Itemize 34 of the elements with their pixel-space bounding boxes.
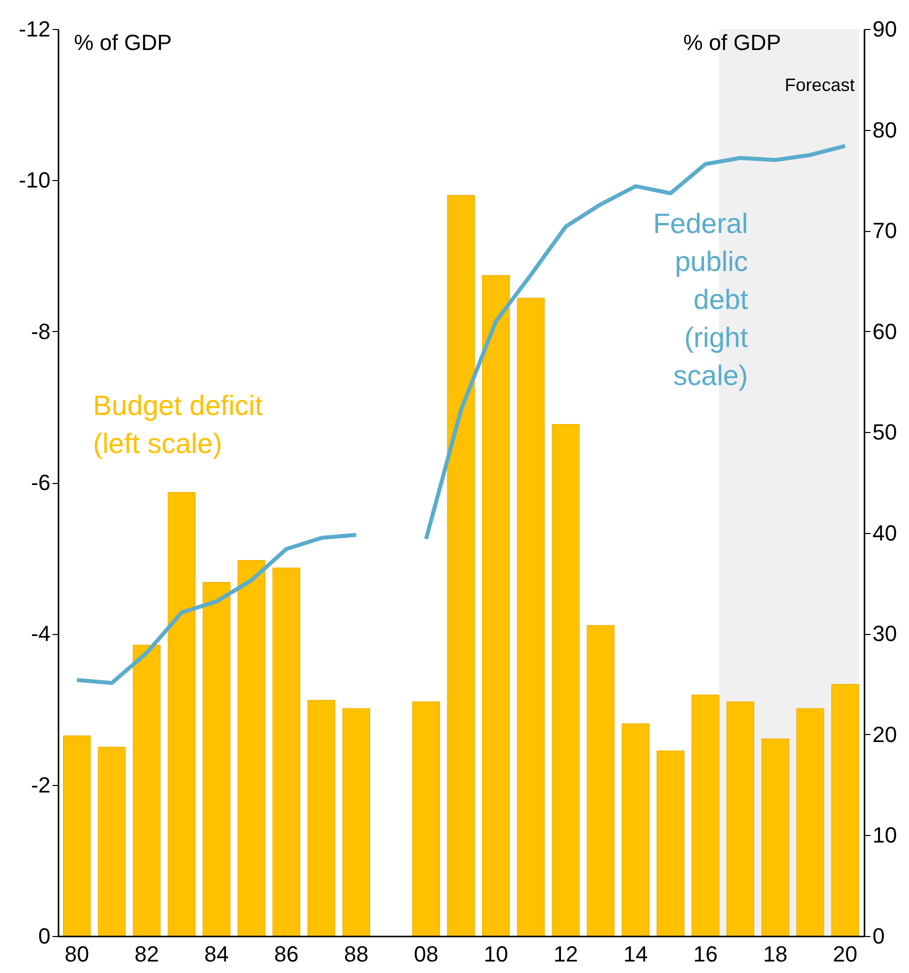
y-tick-label: -4 [30, 621, 50, 646]
y2-tick-label: 20 [872, 722, 897, 747]
y2-tick-label: 30 [872, 621, 897, 646]
y-tick-label: -8 [30, 318, 50, 344]
y2-tick-label: 60 [872, 318, 897, 344]
y-tick-label: -10 [18, 168, 50, 193]
x-tick-label: 80 [64, 942, 90, 966]
y2-tick-label: 90 [872, 16, 897, 42]
x-tick-label: 82 [134, 942, 159, 966]
x-tick-label: 18 [763, 942, 788, 966]
y-tick-label: -6 [30, 470, 50, 495]
y2-tick-label: 50 [872, 420, 897, 445]
y-tick-label: -12 [18, 16, 50, 42]
y2-axis-title: % of GDP [683, 30, 781, 55]
text: Budget deficit (left scale) [93, 390, 263, 459]
x-tick-label: 88 [344, 942, 368, 966]
x-tick-label: 12 [554, 942, 578, 966]
y-axis-title: % of GDP [74, 30, 172, 55]
x-tick-label: 86 [274, 942, 299, 966]
band-label: Forecast [784, 75, 855, 95]
y-tick-label: -2 [30, 772, 50, 798]
y2-tick-label: 80 [872, 117, 897, 142]
y2-tick-label: 0 [872, 924, 885, 948]
x-tick-label: 10 [484, 942, 508, 966]
x-tick-label: 20 [832, 942, 858, 966]
y2-tick-label: 10 [872, 822, 897, 848]
x-tick-label: 16 [693, 942, 718, 966]
y2-tick-label: 40 [872, 520, 897, 546]
x-tick-label: 14 [623, 942, 648, 966]
y2-tick-label: 70 [872, 218, 897, 244]
x-tick-label: 84 [204, 942, 229, 966]
y-tick-label: 0 [38, 924, 50, 948]
x-tick-label: 08 [414, 942, 438, 966]
series-label: Federal public debt (right scale) [653, 208, 748, 391]
